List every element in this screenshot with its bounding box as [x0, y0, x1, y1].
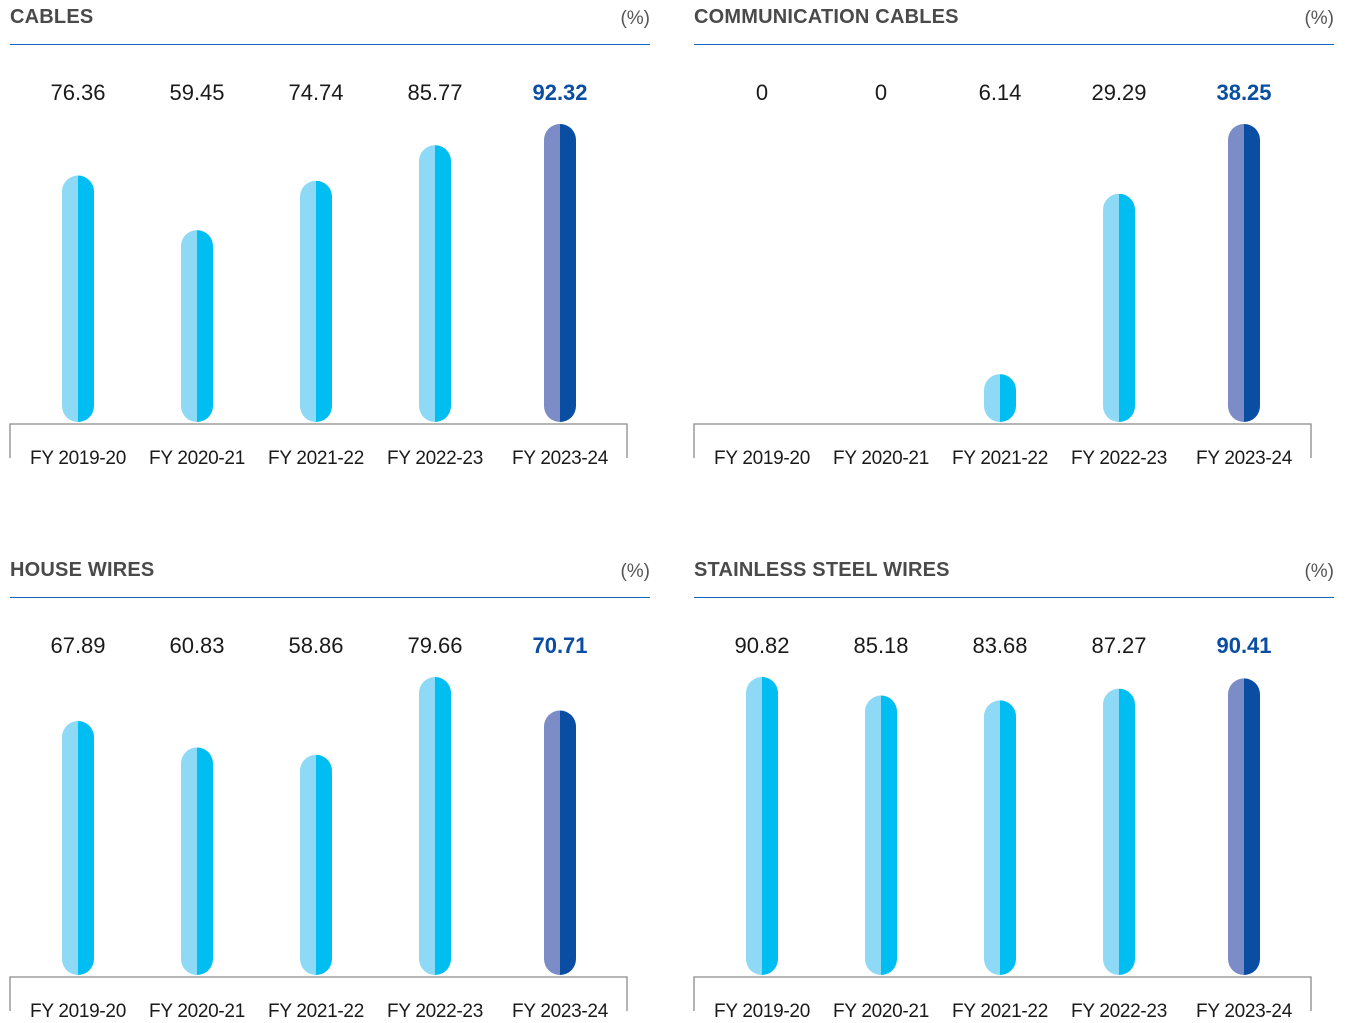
x-tick-label-3: FY 2021-22 [952, 448, 1048, 469]
bar-5 [544, 124, 576, 422]
x-tick-label-2: FY 2020-21 [833, 1001, 929, 1022]
bar-3 [300, 181, 332, 422]
bar-1 [62, 721, 94, 975]
x-tick-label-2: FY 2020-21 [149, 1001, 245, 1022]
data-label-4: 85.77 [407, 80, 462, 105]
bar-chart-cables: 76.36 FY 2019-20 59.45 FY 2020-21 74.74 FY 20… [10, 0, 650, 470]
chart-panel-communication-cables: COMMUNICATION CABLES (%) 0 FY 2019-20 0 FY … [694, 0, 1334, 470]
x-tick-label-3: FY 2021-22 [952, 1001, 1048, 1022]
bar-3 [300, 755, 332, 975]
bar-3 [984, 700, 1016, 975]
bar-5 [1228, 124, 1260, 422]
bar-5 [1228, 678, 1260, 975]
data-label-1: 76.36 [50, 80, 105, 105]
x-tick-label-4: FY 2022-23 [1071, 1001, 1167, 1022]
bar-chart-communication-cables: 0 FY 2019-20 0 FY 2020-21 6.14 FY 2021-22 29.2… [694, 0, 1334, 470]
data-label-5: 70.71 [532, 633, 587, 658]
x-tick-label-1: FY 2019-20 [714, 1001, 810, 1022]
chart-panel-house-wires: HOUSE WIRES (%) 67.89 FY 2019-20 60.83 FY 2… [10, 553, 650, 1023]
bar-chart-house-wires: 67.89 FY 2019-20 60.83 FY 2020-21 58.86 FY 20… [10, 553, 650, 1023]
data-label-3: 83.68 [972, 633, 1027, 658]
x-tick-label-1: FY 2019-20 [714, 448, 810, 469]
data-label-2: 60.83 [169, 633, 224, 658]
bar-5 [544, 710, 576, 975]
data-label-2: 85.18 [853, 633, 908, 658]
data-label-3: 6.14 [979, 80, 1022, 105]
bar-4 [1103, 194, 1135, 422]
x-tick-label-4: FY 2022-23 [387, 1001, 483, 1022]
x-tick-label-1: FY 2019-20 [30, 1001, 126, 1022]
x-tick-label-3: FY 2021-22 [268, 448, 364, 469]
data-label-1: 0 [756, 80, 768, 105]
bar-2 [865, 696, 897, 975]
x-tick-label-5: FY 2023-24 [1196, 448, 1293, 469]
bar-4 [1103, 689, 1135, 975]
bar-2 [181, 230, 213, 422]
data-label-5: 90.41 [1216, 633, 1271, 658]
x-tick-label-1: FY 2019-20 [30, 448, 126, 469]
data-label-3: 58.86 [288, 633, 343, 658]
data-label-1: 90.82 [734, 633, 789, 658]
bar-chart-stainless-steel-wires: 90.82 FY 2019-20 85.18 FY 2020-21 83.68 FY 20… [694, 553, 1334, 1023]
bar-1 [746, 677, 778, 975]
x-tick-label-3: FY 2021-22 [268, 1001, 364, 1022]
x-tick-label-4: FY 2022-23 [387, 448, 483, 469]
x-tick-label-4: FY 2022-23 [1071, 448, 1167, 469]
bar-4 [419, 677, 451, 975]
data-label-4: 87.27 [1091, 633, 1146, 658]
data-label-2: 59.45 [169, 80, 224, 105]
x-tick-label-5: FY 2023-24 [512, 1001, 609, 1022]
x-tick-label-5: FY 2023-24 [512, 448, 609, 469]
chart-panel-stainless-steel-wires: STAINLESS STEEL WIRES (%) 90.82 FY 2019-2… [694, 553, 1334, 1023]
x-tick-label-2: FY 2020-21 [149, 448, 245, 469]
data-label-2: 0 [875, 80, 887, 105]
data-label-3: 74.74 [288, 80, 343, 105]
data-label-4: 29.29 [1091, 80, 1146, 105]
x-tick-label-2: FY 2020-21 [833, 448, 929, 469]
data-label-4: 79.66 [407, 633, 462, 658]
bar-4 [419, 145, 451, 422]
data-label-1: 67.89 [50, 633, 105, 658]
data-label-5: 38.25 [1216, 80, 1271, 105]
bar-1 [62, 176, 94, 422]
x-tick-label-5: FY 2023-24 [1196, 1001, 1293, 1022]
bar-3 [984, 374, 1016, 422]
chart-panel-cables: CABLES (%) 76.36 FY 2019-20 59.45 FY 2020-2… [10, 0, 650, 470]
bar-2 [181, 747, 213, 975]
data-label-5: 92.32 [532, 80, 587, 105]
